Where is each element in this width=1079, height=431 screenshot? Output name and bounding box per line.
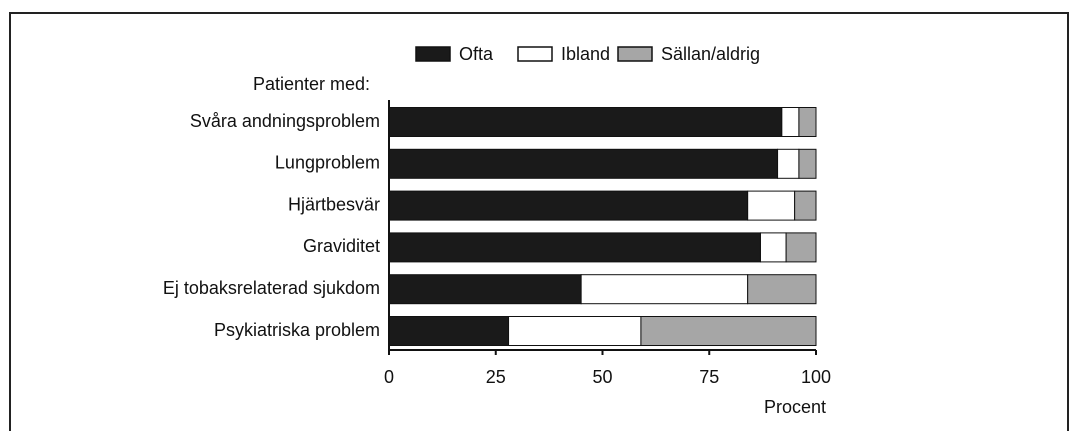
- frame: [9, 12, 1069, 431]
- bar-segment: [777, 148, 800, 179]
- y-tick-label: Psykiatriska problem: [214, 320, 380, 340]
- legend-label: Ibland: [561, 44, 610, 64]
- bar-segment: [388, 274, 582, 305]
- bar-segment: [388, 148, 779, 179]
- legend-label: Ofta: [459, 44, 494, 64]
- bar-segment: [640, 316, 817, 346]
- y-tick-label: Ej tobaksrelaterad sjukdom: [163, 278, 380, 298]
- x-tick-label: 25: [486, 367, 506, 387]
- bar-segment: [798, 148, 817, 179]
- x-axis-title: Procent: [764, 397, 826, 417]
- bar-segment: [747, 274, 817, 305]
- bar-segment: [580, 274, 749, 305]
- bar-segment: [388, 107, 783, 137]
- bar-segment: [508, 316, 642, 346]
- y-tick-label: Svåra andningsproblem: [190, 111, 380, 131]
- bar-segment: [388, 232, 761, 263]
- x-tick-label: 100: [801, 367, 831, 387]
- legend-swatch: [617, 46, 653, 62]
- legend-label: Sällan/aldrig: [661, 44, 760, 64]
- x-tick-label: 75: [699, 367, 719, 387]
- bar-segment: [794, 190, 817, 221]
- y-axis-title: Patienter med:: [253, 74, 370, 94]
- y-tick-label: Lungproblem: [275, 153, 380, 173]
- y-tick-label: Graviditet: [303, 236, 380, 256]
- x-tick-label: 0: [384, 367, 394, 387]
- bar-segment: [781, 107, 800, 137]
- bar-segment: [785, 232, 817, 263]
- bar-segment: [388, 190, 749, 221]
- bar-segment: [747, 190, 796, 221]
- x-tick-label: 50: [592, 367, 612, 387]
- legend-swatch: [517, 46, 553, 62]
- bar-segment: [798, 107, 817, 137]
- bar-segment: [388, 316, 510, 346]
- legend-swatch: [415, 46, 451, 62]
- bar-segment: [759, 232, 787, 263]
- y-tick-label: Hjärtbesvär: [288, 194, 380, 214]
